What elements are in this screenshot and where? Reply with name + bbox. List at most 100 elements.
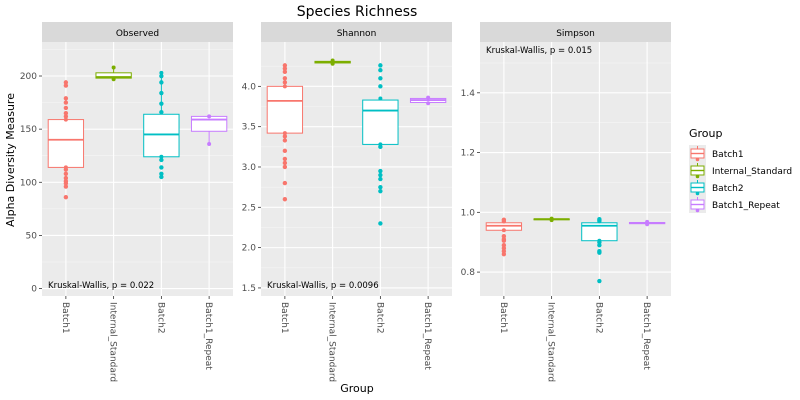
facet-panels: Observed 0 50 100 150 200 Batch1 Internal_Stand… xyxy=(20,22,671,382)
x-tick-label: Batch1_Repeat xyxy=(641,302,651,370)
legend-entry-batch2: Batch2 xyxy=(689,179,744,196)
legend: Group Batch1 Internal_Standard Batch2 Batch… xyxy=(689,127,792,213)
outlier-point xyxy=(63,114,69,119)
outlier-point xyxy=(378,168,383,174)
outlier-point xyxy=(282,69,288,75)
legend-entry-label: Batch1_Repeat xyxy=(712,201,780,211)
box-batch2 xyxy=(581,217,618,284)
outlier-point xyxy=(282,156,288,162)
box-batch1-repeat xyxy=(628,219,666,227)
outlier-point xyxy=(63,175,69,181)
data-point xyxy=(501,217,506,222)
box-batch2 xyxy=(362,63,399,226)
outlier-point xyxy=(159,101,164,106)
outlier-point xyxy=(159,109,164,115)
outlier-point xyxy=(159,157,164,163)
facet-strip-label: Shannon xyxy=(337,29,377,39)
panel-background xyxy=(480,42,671,296)
outlier-point xyxy=(597,250,602,255)
outlier-point xyxy=(282,160,288,166)
legend-key-point xyxy=(695,208,700,213)
panel-background xyxy=(42,42,233,296)
legend-entry-label: Batch2 xyxy=(712,184,744,194)
outlier-point xyxy=(282,66,288,71)
y-tick-label: 1.4 xyxy=(461,89,476,99)
y-tick-label: 1.2 xyxy=(461,149,475,159)
panel-shannon: Shannon 1.5 2.0 2.5 3.0 3.5 4.0 Batch1 Internal_… xyxy=(242,22,452,382)
data-point xyxy=(330,58,335,63)
outlier-point xyxy=(378,68,383,73)
y-tick-label: 150 xyxy=(20,125,37,135)
data-point xyxy=(282,84,287,89)
box-batch1 xyxy=(485,217,523,257)
x-tick-label: Batch2 xyxy=(374,302,384,334)
box-batch1-repeat xyxy=(190,114,228,147)
outlier-point xyxy=(63,171,69,176)
box-iqr xyxy=(190,115,228,132)
outlier-point xyxy=(282,180,288,186)
x-tick-label: Internal_Standard xyxy=(546,302,556,382)
box-internal-standard xyxy=(533,216,570,223)
outlier-point xyxy=(378,221,383,226)
y-tick-label: 1.0 xyxy=(461,208,476,218)
outlier-point xyxy=(378,172,383,178)
outlier-point xyxy=(378,176,383,182)
box-iqr xyxy=(47,119,85,168)
outlier-point xyxy=(282,63,288,68)
kruskal-wallis-annotation: Kruskal-Wallis, p = 0.015 xyxy=(486,46,592,56)
outlier-point xyxy=(63,100,69,105)
data-point xyxy=(282,131,287,136)
outlier-point xyxy=(159,174,164,180)
x-tick-label: Internal_Standard xyxy=(108,302,118,382)
box-batch1-repeat xyxy=(409,95,447,106)
x-tick-label: Batch2 xyxy=(155,302,165,334)
x-axis-label: Group xyxy=(340,382,374,395)
legend-entry-internal-standard: Internal_Standard xyxy=(689,162,792,179)
data-point xyxy=(378,96,383,101)
legend-entry-label: Batch1 xyxy=(712,150,744,160)
outlier-point xyxy=(282,76,288,81)
outlier-point xyxy=(63,83,69,88)
outlier-point xyxy=(597,243,602,248)
outlier-point xyxy=(63,96,69,101)
x-tick-label: Batch1 xyxy=(498,302,508,334)
data-point xyxy=(501,228,506,233)
data-point xyxy=(330,61,335,66)
data-point xyxy=(426,101,431,106)
y-axis-label: Alpha Diversity Measure xyxy=(4,93,17,227)
outlier-point xyxy=(501,251,507,257)
outlier-point xyxy=(378,76,383,81)
data-point xyxy=(645,222,650,227)
outlier-point xyxy=(501,238,507,243)
outlier-point xyxy=(63,194,69,200)
legend-entry-batch1-repeat: Batch1_Repeat xyxy=(689,196,780,213)
outlier-point xyxy=(63,80,69,85)
facet-strip-label: Observed xyxy=(116,29,159,39)
legend-key-point xyxy=(695,191,700,196)
facet-strip xyxy=(42,22,233,42)
box-iqr xyxy=(362,99,399,145)
outlier-point xyxy=(378,63,383,68)
box-batch1 xyxy=(266,63,304,202)
box-internal-standard xyxy=(95,65,132,82)
x-tick-label: Batch1 xyxy=(279,302,289,334)
box-batch1 xyxy=(47,80,85,200)
y-tick-label: 100 xyxy=(20,178,37,188)
box-iqr xyxy=(143,113,180,158)
y-tick-label: 1.5 xyxy=(242,284,256,294)
outlier-point xyxy=(63,181,69,186)
facet-strip xyxy=(480,22,671,42)
legend-entry-batch1: Batch1 xyxy=(689,145,744,162)
x-tick-label: Batch1_Repeat xyxy=(203,302,213,370)
outlier-point xyxy=(378,84,383,89)
data-point xyxy=(207,142,212,147)
data-point xyxy=(597,219,602,224)
y-tick-label: 0 xyxy=(31,285,37,295)
kruskal-wallis-annotation: Kruskal-Wallis, p = 0.022 xyxy=(48,281,154,291)
outlier-point xyxy=(159,90,164,96)
outlier-point xyxy=(63,105,69,111)
data-point xyxy=(159,154,164,159)
y-tick-label: 0.8 xyxy=(461,268,476,278)
outlier-point xyxy=(159,171,164,176)
